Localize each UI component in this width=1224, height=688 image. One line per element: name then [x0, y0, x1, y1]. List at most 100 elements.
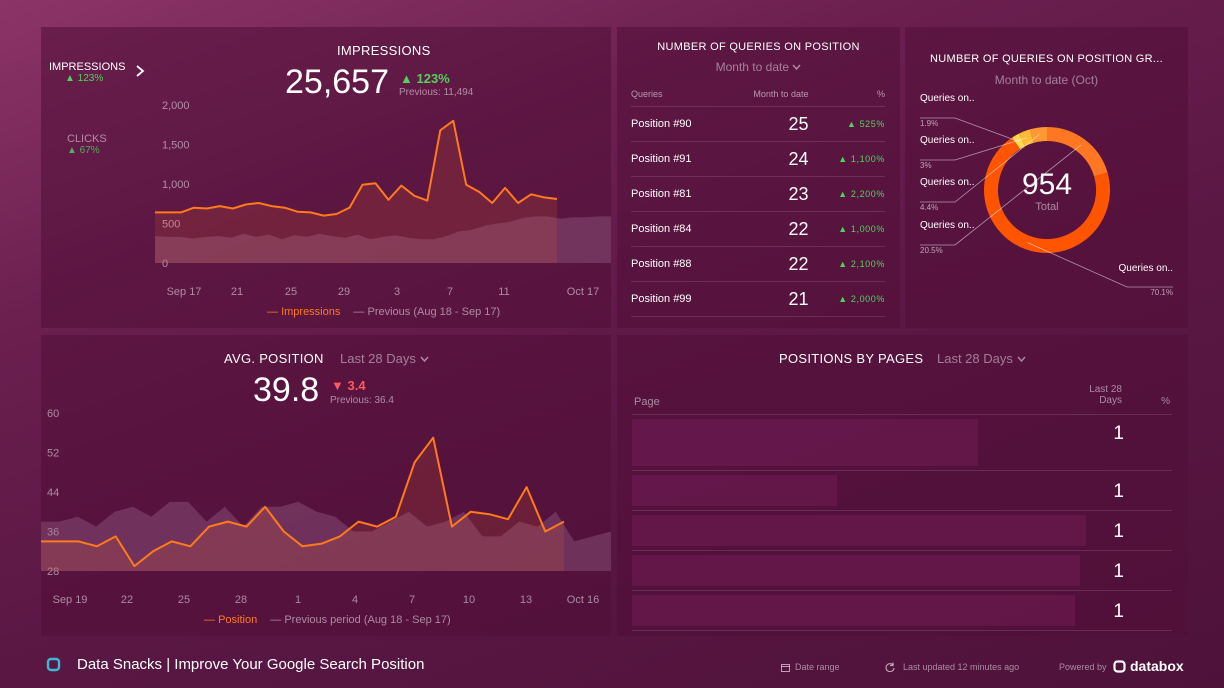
query-pct: ▲ 2,000% [814, 281, 885, 317]
query-name: Position #88 [631, 246, 723, 282]
query-value: 23 [722, 176, 815, 212]
donut-slice[interactable] [1029, 127, 1048, 143]
impressions-change: ▲ 123% [400, 71, 450, 86]
query-row[interactable]: Position #84 22 ▲ 1,000% [631, 211, 885, 247]
x-tick-label: Sep 17 [167, 286, 202, 298]
donut-label: Queries on.. [920, 177, 974, 188]
query-value: 22 [722, 211, 815, 247]
pages-panel: POSITIONS BY PAGES Last 28 Days Page Las… [617, 335, 1188, 636]
donut-leader-line [1027, 242, 1173, 288]
databox-brand-icon [1113, 660, 1126, 673]
page-row-bar [632, 419, 978, 466]
x-tick-label: 25 [285, 286, 297, 298]
col-pages-pct: % [1161, 396, 1170, 407]
x-tick-label: Oct 16 [567, 594, 599, 606]
donut-label-pct: 3% [920, 161, 932, 170]
donut-slice[interactable] [984, 137, 1110, 253]
impressions-chart: 2,000 1,500 1,000 500 0 Sep 17 21 25 29 3 7 11 Oct 1… [155, 100, 611, 298]
y-tick-label: 28 [47, 566, 59, 578]
x-tick-label: 1 [295, 594, 301, 606]
query-pct: ▲ 1,000% [814, 211, 885, 247]
query-value: 22 [722, 246, 815, 282]
query-pct: ▲ 2,200% [814, 176, 885, 212]
last-updated: Last updated 12 minutes ago [903, 662, 1020, 672]
page-row-value: 1 [1113, 423, 1124, 444]
donut-leader-line [920, 117, 1020, 142]
donut-total: 954 [1021, 168, 1073, 201]
y-tick-label: 36 [47, 527, 59, 539]
x-tick-label: 13 [520, 594, 532, 606]
chevron-right-icon[interactable] [135, 65, 145, 77]
donut-leader-line [920, 134, 1040, 203]
y-tick-label: 1,500 [162, 140, 190, 152]
page-row[interactable]: 1 [632, 415, 1172, 471]
query-row[interactable]: Position #81 23 ▲ 2,200% [631, 176, 885, 212]
page-row-bar [632, 555, 1081, 586]
query-value: 25 [722, 106, 815, 142]
calendar-icon [781, 664, 790, 672]
donut-label-pct: 4.4% [920, 203, 938, 212]
legend-impressions: Impressions [281, 306, 341, 318]
avg-position-title: AVG. POSITION [224, 351, 324, 366]
donut-label: Queries on.. [1119, 263, 1173, 274]
pages-period[interactable]: Last 28 Days [937, 351, 1026, 366]
query-row[interactable]: Position #88 22 ▲ 2,100% [631, 246, 885, 282]
query-name: Position #99 [631, 281, 723, 317]
x-tick-label: 22 [121, 594, 133, 606]
query-pct: ▲ 525% [814, 106, 885, 142]
page-row-value: 1 [1113, 601, 1124, 622]
x-tick-label: 25 [178, 594, 190, 606]
side-metric-clicks-change: ▲ 67% [67, 145, 100, 156]
legend-position: Position [218, 614, 258, 626]
x-tick-label: Oct 17 [567, 286, 599, 298]
donut-label: Queries on.. [920, 93, 974, 104]
avg-position-change: ▼ 3.4 [331, 378, 366, 393]
x-tick-label: 7 [409, 594, 415, 606]
page-row[interactable]: 1 [632, 551, 1172, 591]
query-row[interactable]: Position #90 25 ▲ 525% [631, 106, 885, 142]
pages-table: 1 1 1 1 1 [632, 414, 1172, 631]
queries-title: NUMBER OF QUERIES ON POSITION [657, 41, 860, 53]
donut-slice[interactable] [1018, 129, 1034, 147]
col-last-28-days: Last 28 Days [1089, 384, 1122, 406]
donut-slice[interactable] [1012, 133, 1026, 150]
donut-chart: Queries on.. 1.9% Queries on.. 3% Queries on… [920, 93, 1173, 297]
current-series-area [155, 120, 557, 263]
queries-period[interactable]: Month to date [617, 60, 900, 74]
page-row-value: 1 [1113, 561, 1124, 582]
avg-position-previous: Previous: 36.4 [330, 395, 394, 406]
page-row[interactable]: 1 [632, 511, 1172, 551]
impressions-value: 25,657 [285, 63, 389, 101]
databox-brand[interactable]: databox [1130, 658, 1184, 674]
side-metric-clicks[interactable]: CLICKS ▲ 67% [67, 133, 107, 156]
refresh-icon [885, 662, 895, 672]
current-series-line [155, 119, 558, 217]
x-tick-label: Sep 19 [53, 594, 88, 606]
query-row[interactable]: Position #91 24 ▲ 1,100% [631, 141, 885, 177]
donut-label-pct: 20.5% [920, 246, 943, 255]
donut-label: Queries on.. [920, 220, 974, 231]
legend-previous-period: Previous period (Aug 18 - Sep 17) [284, 614, 451, 626]
donut-panel: NUMBER OF QUERIES ON POSITION GR... Mont… [905, 27, 1188, 328]
chevron-down-icon [1016, 356, 1026, 363]
date-range-button[interactable]: Date range [795, 662, 840, 672]
dashboard-title: Data Snacks | Improve Your Google Search… [77, 656, 425, 673]
queries-panel: NUMBER OF QUERIES ON POSITION Month to d… [617, 27, 900, 328]
page-row[interactable]: 1 [632, 471, 1172, 511]
page-row[interactable]: 1 [632, 591, 1172, 631]
side-metric-impressions[interactable]: IMPRESSIONS ▲ 123% [49, 61, 126, 84]
donut-period: Month to date (Oct) [994, 73, 1099, 87]
previous-series-area [41, 501, 611, 571]
avg-position-panel: AVG. POSITION Last 28 Days 39.8 ▼ 3.4 Pr… [41, 335, 611, 636]
chevron-down-icon [792, 64, 801, 71]
avg-position-period[interactable]: Last 28 Days [340, 351, 429, 366]
side-metric-impressions-change: ▲ 123% [65, 73, 104, 84]
x-tick-label: 4 [352, 594, 358, 606]
query-row[interactable]: Position #99 21 ▲ 2,000% [631, 281, 885, 317]
legend-previous: Previous (Aug 18 - Sep 17) [367, 306, 501, 318]
page-row-bar [632, 515, 1086, 546]
current-series-area [41, 437, 564, 571]
previous-series-area [155, 216, 611, 263]
col-month: Month to date [722, 89, 815, 107]
donut-total-label: Total [1035, 201, 1059, 213]
